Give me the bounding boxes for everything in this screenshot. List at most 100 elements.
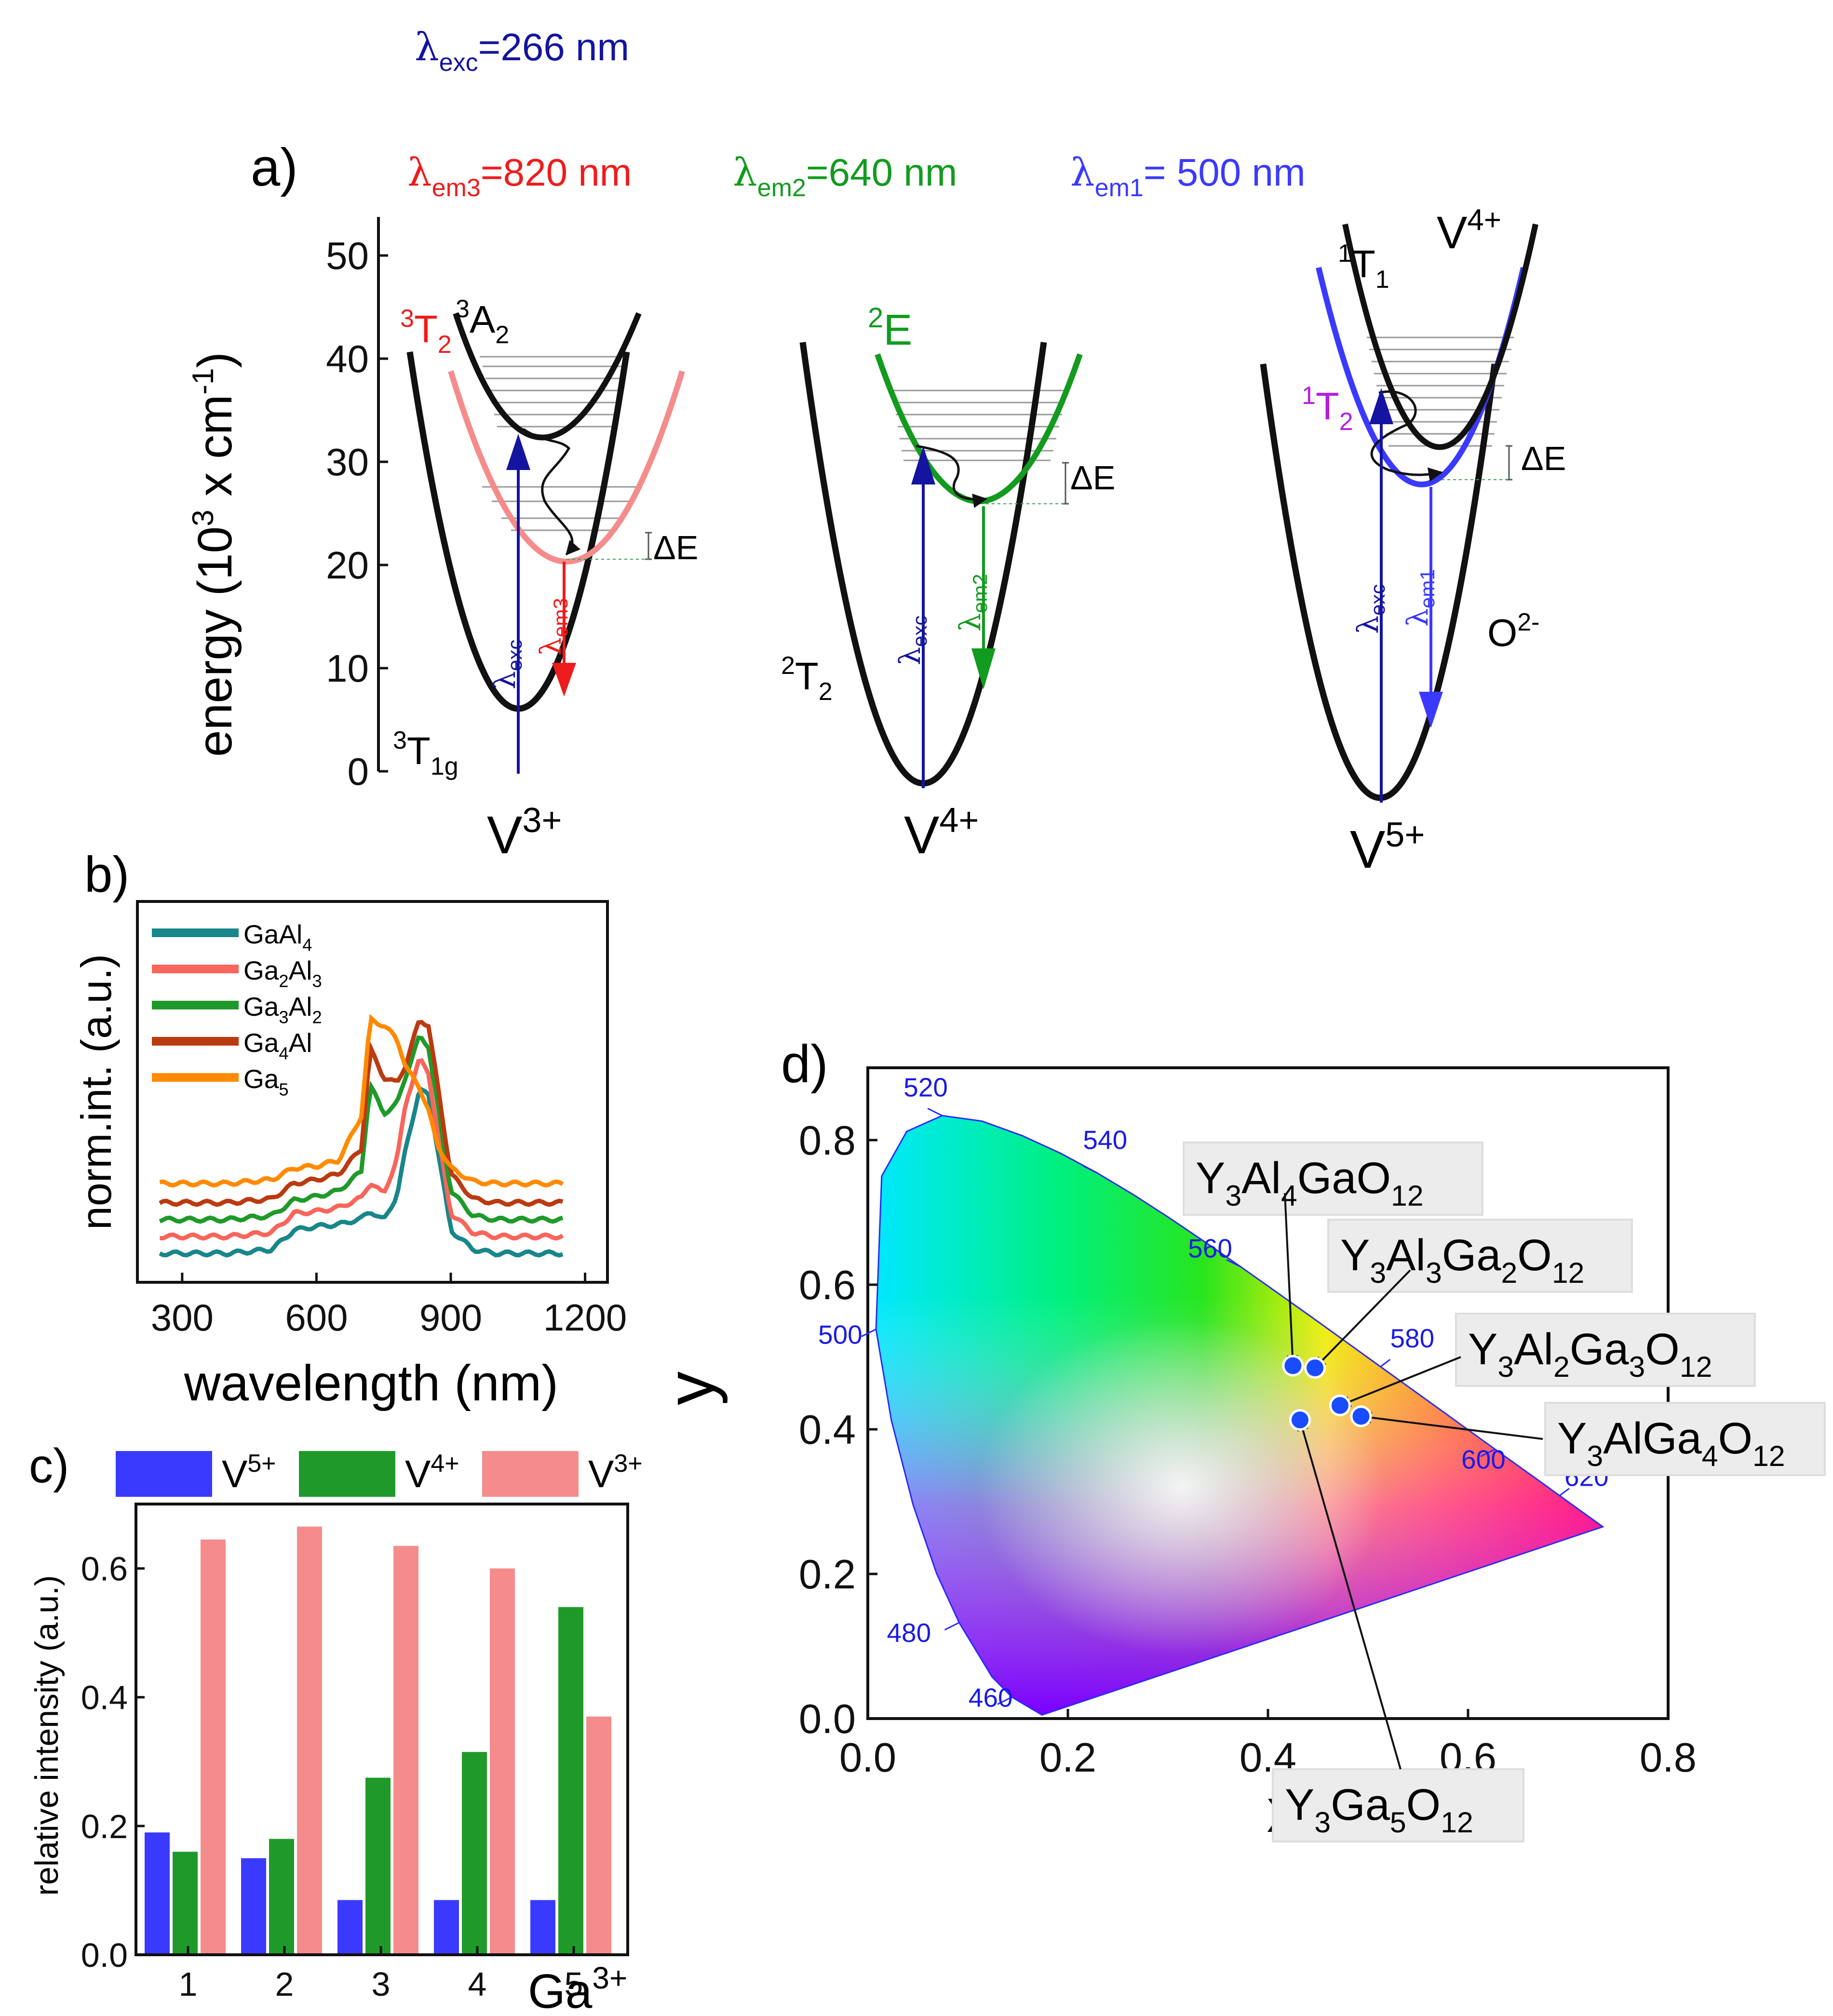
ion-v5: V5+ (1350, 816, 1425, 879)
panel-d-ticks: 0.0 0.2 0.4 0.6 0.80.00.20.40.60.8 (799, 1118, 1697, 1781)
bar-V3+-5 (586, 1716, 611, 1955)
compound-tag-label: Y3Ga5O12 (1285, 1780, 1473, 1839)
compound-arrow (1360, 1411, 1543, 1440)
compound-tag-bg (1455, 1313, 1756, 1387)
wl-tick (944, 1622, 960, 1631)
ytick-label: 0.0 (81, 1936, 128, 1974)
v3-t2-parabola (448, 370, 685, 564)
bar-V5+-4 (434, 1900, 459, 1955)
v4-relaxation-path (916, 444, 987, 508)
ytick-label: 30 (326, 441, 369, 484)
legend-label: Ga2Al3 (243, 955, 322, 991)
compound-arrow (1314, 1269, 1411, 1369)
wl-label: 580 (1390, 1323, 1434, 1353)
wl-tick (1082, 1165, 1098, 1174)
legend-label: Ga3Al2 (243, 992, 322, 1027)
wl-label: 480 (887, 1618, 931, 1648)
v3-relaxation-path (522, 428, 581, 556)
wl-label: 600 (1461, 1444, 1506, 1474)
em3-wavelength-label: λem3=820 nm (407, 150, 632, 202)
compound-tag-bg (1327, 1219, 1633, 1293)
em1-wavelength-label: λem1= 500 nm (1070, 150, 1306, 202)
v5-ground-parabola (1260, 363, 1498, 801)
v4-em2-label: λem2 (954, 574, 991, 632)
point-Y3Al2Ga3O12 (1329, 1395, 1351, 1416)
delta-e-v4: ΔE (1070, 459, 1115, 497)
cie-fill-white (876, 1116, 1603, 1715)
point-Y3Al3Ga2O12 (1304, 1357, 1326, 1379)
o2-label: O2- (1487, 608, 1539, 654)
delta-e-v5: ΔE (1521, 440, 1566, 477)
wl-tick (927, 1107, 943, 1116)
panel-d-ylabel: y (652, 1371, 728, 1405)
xtick-label: 4 (468, 1965, 487, 2003)
cie-gamut (875, 1115, 1604, 1716)
panel-b-ylabel: norm.int. (a.u.) (72, 954, 120, 1230)
ytick-label: 0.0 (799, 1696, 856, 1742)
bar-V5+-1 (145, 1832, 170, 1955)
v5-relaxation-path (1370, 390, 1443, 482)
legend-label: GaAl4 (243, 919, 312, 954)
bar-V3+-2 (297, 1526, 322, 1955)
wl-label: 560 (1188, 1233, 1232, 1263)
v3-em3-label: λem3 (534, 598, 572, 656)
spectrum-Ga5 (159, 1014, 564, 1188)
v3-exc-label: λexc (488, 640, 526, 689)
panel-c-ylabel: relative intensity (a.u.) (28, 1575, 65, 1895)
legend-label: V4+ (405, 1450, 459, 1495)
spectrum-Ga2Al3 (160, 1058, 564, 1241)
cie-locus (875, 1115, 1604, 1716)
panel-a-ylabel: energy (103 x cm-1) (187, 352, 242, 757)
ytick-label: 0.8 (799, 1118, 856, 1164)
panel-c-xlabel: Ga3+ (528, 1961, 627, 2016)
xtick-label: 0.8 (1640, 1735, 1697, 1781)
compound-arrow (1339, 1356, 1461, 1407)
v5-em1-label: λem1 (1401, 569, 1439, 627)
bar-V4+-2 (269, 1839, 294, 1955)
bar-V5+-2 (241, 1858, 266, 1955)
xtick-label: 600 (285, 1296, 348, 1339)
point-Y3Ga5O12 (1289, 1409, 1311, 1431)
spectrum-Ga4Al (159, 1020, 564, 1207)
panel-a-yticks: 0 10 20 30 40 50 (326, 234, 388, 793)
ytick-label: 0.4 (81, 1679, 128, 1717)
ytick-label: 0.2 (799, 1552, 856, 1598)
panel-c-legend: V5+ V4+ V3+ (116, 1450, 643, 1497)
compound-tag-label: Y3Al2Ga3O12 (1468, 1325, 1712, 1383)
state-3a2: 3A2 (456, 295, 509, 349)
wl-tick (1226, 1259, 1241, 1268)
state-1t2: 1T2 (1302, 382, 1353, 436)
state-1t1: 1T1 (1338, 240, 1389, 294)
ytick-label: 40 (326, 337, 369, 380)
legend-label: V5+ (222, 1450, 276, 1495)
panel-b-series (159, 1014, 564, 1258)
panel-c-xticks: 1 2 3 4 5 (179, 1946, 583, 2003)
ion-v3: V3+ (487, 801, 562, 865)
ytick-label: 0.4 (799, 1407, 856, 1453)
wl-tick (1380, 1358, 1391, 1368)
legend-label: V3+ (588, 1450, 643, 1495)
state-3t1g: 3T1g (393, 726, 458, 780)
compound-tag-bg (1272, 1768, 1524, 1842)
panel-b-letter: b) (84, 847, 129, 903)
wl-label: 540 (1083, 1125, 1127, 1155)
compound-labels: Y3Al4GaO12 Y3Al3Ga2O12 Y3Al2Ga3O12 Y3AlGa4O… (1183, 1142, 1826, 1842)
panel-c-letter: c) (29, 1439, 69, 1493)
legend-label: Ga5 (243, 1064, 289, 1099)
xtick-label: 2 (275, 1965, 294, 2003)
xtick-label: 1200 (543, 1296, 627, 1339)
v4-e-parabola (875, 353, 1083, 504)
point-Y3AlGa4O12 (1350, 1405, 1372, 1427)
compound-tag-label: Y3AlGa4O12 (1557, 1414, 1785, 1472)
spectrum-GaAl4 (159, 1087, 564, 1258)
state-2e: 2E (868, 302, 912, 354)
v4-exc-label: λexc (893, 616, 931, 665)
ytick-label: 50 (326, 234, 369, 277)
bar-V5+-5 (530, 1900, 555, 1955)
compound-points (1282, 1355, 1372, 1431)
compound-tag-bg (1183, 1142, 1483, 1216)
compound-arrow (1284, 1193, 1298, 1367)
state-3t2: 3T2 (400, 305, 452, 359)
legend-swatch (116, 1451, 212, 1497)
